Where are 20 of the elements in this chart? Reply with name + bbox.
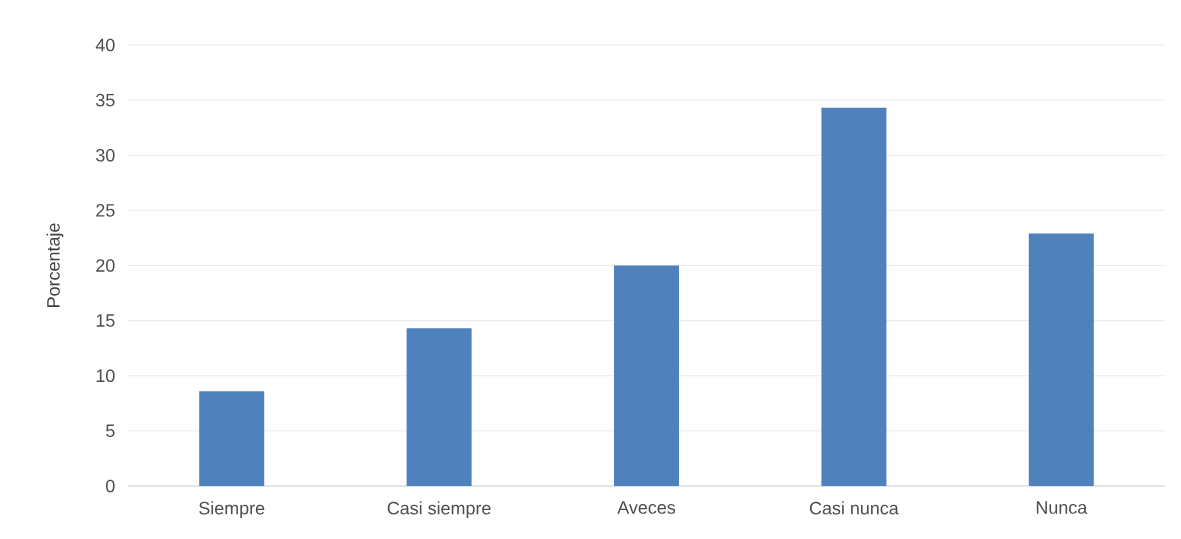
y-tick-label: 15 — [96, 314, 115, 327]
bar — [1028, 233, 1094, 486]
x-tick-label: Aveces — [617, 501, 676, 514]
bar — [614, 265, 680, 486]
y-tick-label: 20 — [96, 259, 115, 272]
y-axis-title: Porcentaje — [46, 223, 64, 307]
y-tick-label: 30 — [96, 148, 115, 162]
x-tick-label: Casi nunca — [809, 501, 899, 515]
y-tick-label: 10 — [96, 369, 115, 383]
x-tick-label: Siempre — [199, 501, 265, 519]
y-tick-label: 0 — [106, 479, 115, 493]
x-tick-label: Nunca — [1036, 501, 1088, 514]
bar — [821, 107, 887, 486]
y-tick-label: 35 — [96, 93, 115, 107]
y-tick-label: 25 — [96, 204, 115, 217]
bar — [199, 391, 265, 486]
y-tick-label: 5 — [106, 424, 115, 438]
bar — [406, 328, 472, 486]
y-tick-label: 40 — [95, 38, 115, 52]
x-tick-label: Casi siempre — [387, 501, 491, 519]
